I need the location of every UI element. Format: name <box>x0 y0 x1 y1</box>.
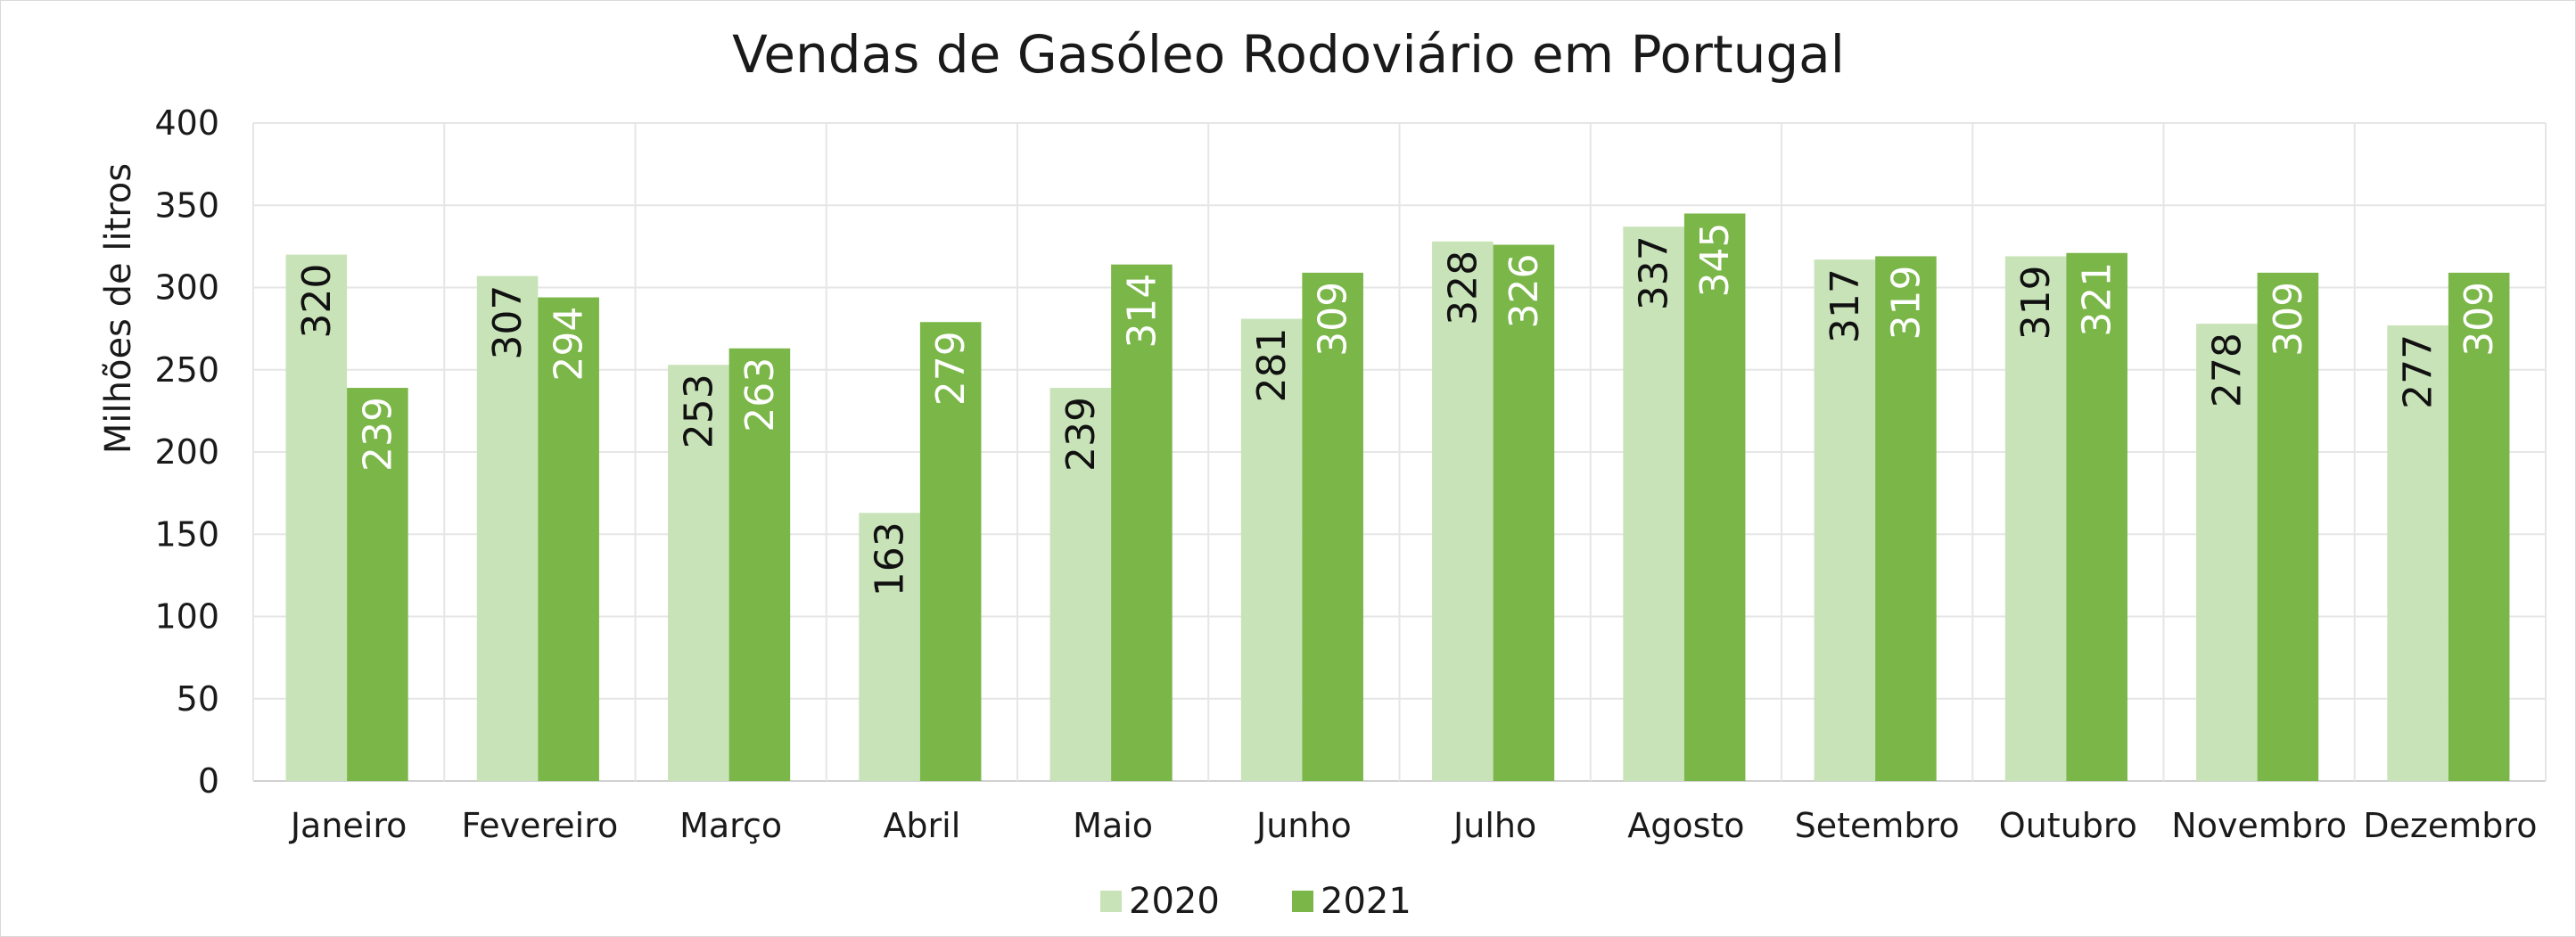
data-label: 317 <box>1823 268 1868 343</box>
data-label: 281 <box>1249 328 1295 403</box>
data-label: 326 <box>1502 254 1547 329</box>
bar-2021 <box>1493 244 1555 781</box>
legend-swatch <box>1100 891 1122 912</box>
bar-2020 <box>2004 256 2067 781</box>
x-category-label: Outubro <box>1999 806 2137 845</box>
bar-2020 <box>1049 388 1112 781</box>
bars <box>285 213 2510 782</box>
data-label: 319 <box>2013 265 2059 340</box>
bar-2020 <box>859 513 920 781</box>
x-axis-categories: Janeiro Fevereiro Março Abril Maio Junho Julho… <box>289 806 2538 845</box>
bar-2021 <box>728 348 791 781</box>
x-category-label: Junho <box>1255 806 1352 845</box>
data-label: 328 <box>1440 251 1486 325</box>
x-category-label: Novembro <box>2171 806 2347 845</box>
data-label: 279 <box>928 331 974 406</box>
data-label: 294 <box>547 307 592 382</box>
data-label: 277 <box>2396 334 2441 409</box>
data-label: 239 <box>355 397 400 472</box>
x-category-label: Fevereiro <box>461 806 618 845</box>
bar-2020 <box>668 365 729 781</box>
x-category-label: Janeiro <box>289 806 407 845</box>
y-axis-ticks: 0 50 100 150 200 250 300 350 400 <box>154 103 219 801</box>
bar-2021 <box>1302 272 1363 781</box>
y-axis-label: Milhões de litros <box>98 163 139 454</box>
bar-2020 <box>1240 318 1303 781</box>
bar-2021 <box>2448 272 2510 781</box>
x-category-label: Março <box>679 806 782 845</box>
bar-2021 <box>2257 272 2319 781</box>
bar-2020 <box>2387 325 2448 781</box>
y-tick-label: 50 <box>177 679 219 719</box>
data-label: 321 <box>2075 262 2120 337</box>
x-category-label: Abril <box>883 806 960 845</box>
data-label: 309 <box>1311 282 1356 357</box>
x-category-label: Maio <box>1073 806 1153 845</box>
legend-swatch <box>1292 891 1313 912</box>
bar-2020 <box>2196 324 2258 782</box>
y-tick-label: 300 <box>154 268 219 308</box>
legend-label: 2020 <box>1129 881 1220 922</box>
y-tick-label: 100 <box>154 597 219 637</box>
x-category-label: Dezembro <box>2363 806 2537 845</box>
x-category-label: Julho <box>1452 806 1536 845</box>
data-labels: 320 239 307 294 253 263 163 279 239 314 281 309 328 3… <box>294 222 2502 596</box>
chart-title: Vendas de Gasóleo Rodoviário em Portugal <box>732 24 1845 85</box>
data-label: 307 <box>485 285 531 360</box>
data-label: 345 <box>1692 222 1738 297</box>
legend: 2020 2021 <box>1100 881 1411 922</box>
y-tick-label: 250 <box>154 350 219 390</box>
bar-2021 <box>1111 264 1173 781</box>
y-tick-label: 200 <box>154 432 219 472</box>
data-label: 309 <box>2457 282 2502 357</box>
data-label: 253 <box>676 374 721 448</box>
y-tick-label: 0 <box>198 761 219 801</box>
bar-2020 <box>1623 226 1684 782</box>
data-label: 239 <box>1058 397 1104 472</box>
data-label: 320 <box>294 264 340 339</box>
bar-2021 <box>347 388 408 781</box>
gridlines <box>252 122 2547 782</box>
data-label: 314 <box>1119 274 1165 349</box>
data-label: 278 <box>2204 333 2250 407</box>
bar-2021 <box>1875 256 1937 781</box>
x-category-label: Setembro <box>1795 806 1960 845</box>
bar-2021 <box>919 322 982 781</box>
legend-label: 2021 <box>1321 881 1411 922</box>
bar-2020 <box>1432 241 1494 782</box>
bar-2021 <box>2066 252 2127 781</box>
data-label: 309 <box>2266 282 2311 357</box>
y-tick-label: 150 <box>154 514 219 554</box>
bar-2020 <box>1814 259 1876 781</box>
bar-2020 <box>285 254 348 782</box>
data-label: 319 <box>1883 265 1929 340</box>
bar-2020 <box>476 275 539 782</box>
data-label: 263 <box>737 358 783 432</box>
bar-2021 <box>538 297 599 781</box>
data-label: 337 <box>1632 235 1677 310</box>
x-category-label: Agosto <box>1627 806 1744 845</box>
y-tick-label: 350 <box>154 185 219 225</box>
y-tick-label: 400 <box>154 103 219 143</box>
bar-2021 <box>1683 213 1746 782</box>
data-label: 163 <box>868 522 913 596</box>
